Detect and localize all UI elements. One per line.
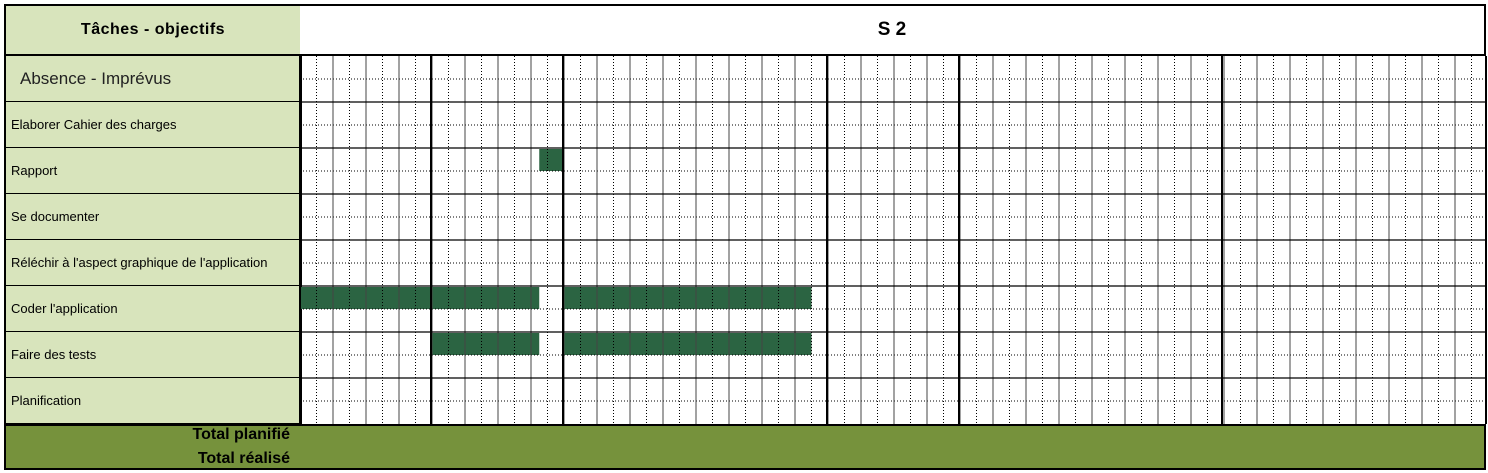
task-label: Rapport <box>4 148 302 194</box>
task-bar <box>539 149 564 171</box>
task-label-text: Coder l'application <box>11 301 118 316</box>
total-done-label: Total réalisé <box>197 450 290 467</box>
task-label: Elaborer Cahier des charges <box>4 102 302 148</box>
totals-row <box>4 424 1486 470</box>
task-label-text: Planification <box>11 393 82 408</box>
tasks-header-text: Tâches - objectifs <box>80 21 226 38</box>
task-label-text: Rapport <box>11 163 58 178</box>
task-label: Coder l'application <box>4 286 302 332</box>
task-label: Faire des tests <box>4 332 302 378</box>
total-planned-label: Total planifié <box>192 426 290 443</box>
week-header: S 2 <box>300 4 1486 56</box>
task-bar <box>432 333 540 355</box>
absence-row-label: Absence - Imprévus <box>4 56 302 102</box>
task-label-text: Faire des tests <box>11 347 97 362</box>
task-label: Planification <box>4 378 302 424</box>
task-bar <box>300 287 540 309</box>
task-label-text: Elaborer Cahier des charges <box>11 117 177 132</box>
task-bar <box>564 333 812 355</box>
task-label: Se documenter <box>4 194 302 240</box>
task-label: Réléchir à l'aspect graphique de l'appli… <box>4 240 302 286</box>
absence-label-text: Absence - Imprévus <box>20 68 172 88</box>
week-header-text: S 2 <box>877 19 907 40</box>
task-label-text: Réléchir à l'aspect graphique de l'appli… <box>11 255 268 270</box>
task-label-text: Se documenter <box>11 209 100 224</box>
task-bar <box>564 287 812 309</box>
tasks-header: Tâches - objectifs <box>4 4 302 56</box>
